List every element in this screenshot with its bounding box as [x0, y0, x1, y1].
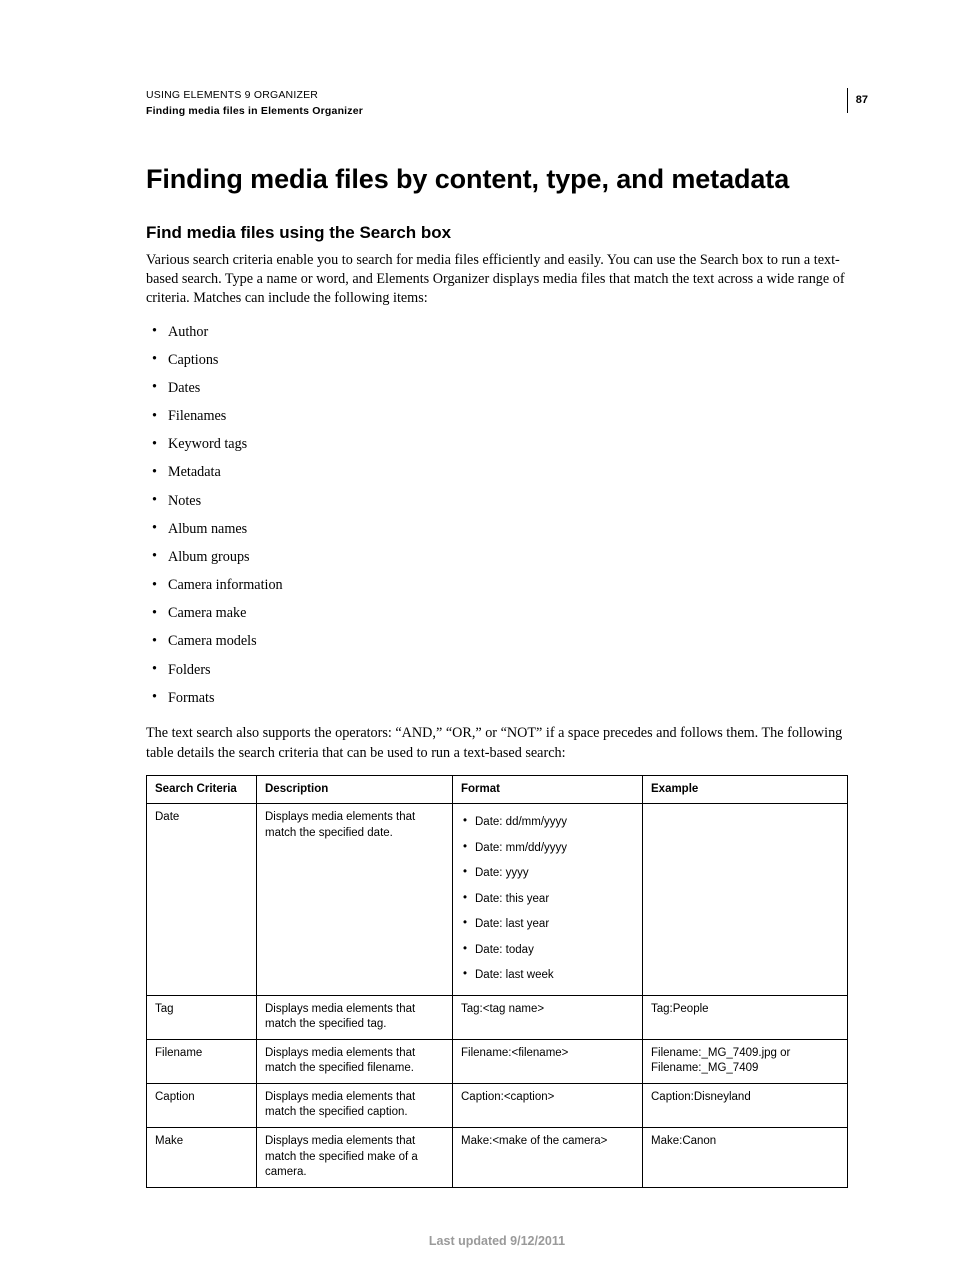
- cell-criteria: Make: [147, 1127, 257, 1187]
- cell-description: Displays media elements that match the s…: [257, 995, 453, 1039]
- col-header-description: Description: [257, 775, 453, 804]
- col-header-example: Example: [643, 775, 848, 804]
- criteria-item: Captions: [146, 346, 848, 374]
- table-row: TagDisplays media elements that match th…: [147, 995, 848, 1039]
- cell-example: Caption:Disneyland: [643, 1083, 848, 1127]
- footer-updated: Last updated 9/12/2011: [146, 1234, 848, 1248]
- criteria-item: Notes: [146, 487, 848, 515]
- criteria-item: Dates: [146, 374, 848, 402]
- cell-criteria: Caption: [147, 1083, 257, 1127]
- page-number: 87: [847, 88, 868, 113]
- cell-format: Tag:<tag name>: [453, 995, 643, 1039]
- format-item: Date: last year: [461, 912, 634, 938]
- cell-format: Make:<make of the camera>: [453, 1127, 643, 1187]
- cell-format: Date: dd/mm/yyyyDate: mm/dd/yyyyDate: yy…: [453, 804, 643, 996]
- cell-example: Tag:People: [643, 995, 848, 1039]
- criteria-item: Camera information: [146, 572, 848, 600]
- criteria-item: Metadata: [146, 459, 848, 487]
- format-item: Date: yyyy: [461, 861, 634, 887]
- criteria-item: Album groups: [146, 543, 848, 571]
- header-line2: Finding media files in Elements Organize…: [146, 104, 848, 120]
- operators-note: The text search also supports the operat…: [146, 724, 848, 762]
- cell-description: Displays media elements that match the s…: [257, 804, 453, 996]
- criteria-item: Album names: [146, 515, 848, 543]
- intro-paragraph: Various search criteria enable you to se…: [146, 251, 848, 309]
- cell-example: [643, 804, 848, 996]
- format-item: Date: this year: [461, 887, 634, 913]
- table-row: CaptionDisplays media elements that matc…: [147, 1083, 848, 1127]
- format-item: Date: last week: [461, 963, 634, 989]
- format-item: Date: dd/mm/yyyy: [461, 810, 634, 836]
- search-criteria-table: Search Criteria Description Format Examp…: [146, 775, 848, 1188]
- document-page: USING ELEMENTS 9 ORGANIZER Finding media…: [0, 0, 954, 1288]
- table-row: FilenameDisplays media elements that mat…: [147, 1039, 848, 1083]
- header-line1: USING ELEMENTS 9 ORGANIZER: [146, 88, 848, 104]
- format-item: Date: today: [461, 938, 634, 964]
- cell-example: Make:Canon: [643, 1127, 848, 1187]
- cell-description: Displays media elements that match the s…: [257, 1083, 453, 1127]
- col-header-criteria: Search Criteria: [147, 775, 257, 804]
- criteria-item: Formats: [146, 684, 848, 712]
- table-row: DateDisplays media elements that match t…: [147, 804, 848, 996]
- criteria-list: AuthorCaptionsDatesFilenamesKeyword tags…: [146, 318, 848, 712]
- cell-description: Displays media elements that match the s…: [257, 1127, 453, 1187]
- criteria-item: Author: [146, 318, 848, 346]
- table-header-row: Search Criteria Description Format Examp…: [147, 775, 848, 804]
- cell-criteria: Tag: [147, 995, 257, 1039]
- col-header-format: Format: [453, 775, 643, 804]
- page-title: Finding media files by content, type, an…: [146, 164, 848, 195]
- criteria-item: Filenames: [146, 403, 848, 431]
- cell-criteria: Filename: [147, 1039, 257, 1083]
- section-heading: Find media files using the Search box: [146, 223, 848, 243]
- running-header: USING ELEMENTS 9 ORGANIZER Finding media…: [146, 88, 848, 120]
- format-item: Date: mm/dd/yyyy: [461, 836, 634, 862]
- criteria-item: Keyword tags: [146, 431, 848, 459]
- cell-criteria: Date: [147, 804, 257, 996]
- cell-description: Displays media elements that match the s…: [257, 1039, 453, 1083]
- criteria-item: Camera make: [146, 600, 848, 628]
- criteria-item: Camera models: [146, 628, 848, 656]
- table-row: MakeDisplays media elements that match t…: [147, 1127, 848, 1187]
- cell-example: Filename:_MG_7409.jpg or Filename:_MG_74…: [643, 1039, 848, 1083]
- cell-format: Filename:<filename>: [453, 1039, 643, 1083]
- cell-format: Caption:<caption>: [453, 1083, 643, 1127]
- criteria-item: Folders: [146, 656, 848, 684]
